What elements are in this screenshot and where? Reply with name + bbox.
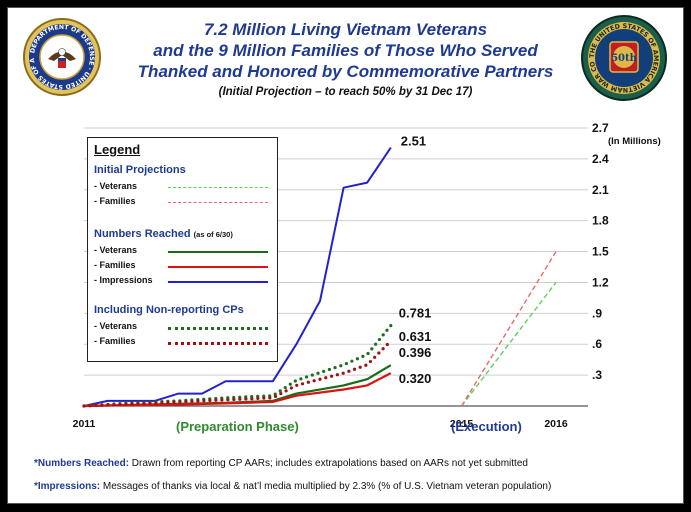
legend-veterans-label: - Veterans [94, 245, 138, 255]
legend-impressions-swatch [168, 281, 268, 283]
subtitle: (Initial Projection – to reach 50% by 31… [218, 86, 473, 98]
legend-proj-families-label: - Families [94, 196, 136, 206]
footnote-2-key: *Impressions: [34, 481, 101, 492]
y-tick-label: 1.2 [592, 275, 609, 289]
x-tick-label: 2016 [544, 418, 568, 430]
footnote-1-key: *Numbers Reached: [34, 458, 130, 469]
series-line-families [83, 372, 392, 408]
footnote-1-text: Drawn from reporting CP AARs; includes e… [129, 458, 528, 469]
end-label-nonrep-veterans: 0.781 [399, 306, 432, 321]
series-line-nonrep-families [82, 339, 393, 408]
legend-veterans-swatch [168, 251, 268, 253]
legend-proj-veterans-swatch [168, 187, 268, 188]
y-unit-label: (In Millions) [608, 136, 661, 147]
legend-group-reached-label: Numbers Reached [94, 228, 191, 240]
title-line-1: 7.2 Million Living Vietnam Veterans [203, 20, 488, 39]
legend: Legend Initial Projections - Veterans - … [87, 137, 278, 362]
y-tick-label: 1.5 [592, 245, 609, 259]
legend-group-nonreporting: Including Non-reporting CPs [94, 304, 244, 316]
legend-families-swatch [168, 266, 268, 268]
title-line-2: and the 9 Million Families of Those Who … [153, 41, 538, 60]
commemoration-seal-icon: THE UNITED STATES OF AMERICA VIETNAM WAR… [580, 12, 667, 101]
footnote-numbers-reached: *Numbers Reached: Drawn from reporting C… [34, 458, 528, 469]
x-tick-label: 2011 [73, 418, 96, 430]
y-tick-label: .6 [592, 337, 602, 351]
x-tick-label: 2015 [450, 418, 474, 430]
legend-title: Legend [94, 142, 141, 157]
legend-group-reached-note: (as of 6/30) [193, 230, 233, 239]
series-line-veterans [83, 364, 392, 408]
y-tick-label: 2.1 [592, 183, 609, 197]
legend-nonrep-veterans-label: - Veterans [94, 321, 138, 331]
end-label-veterans: 0.396 [399, 345, 432, 360]
legend-proj-veterans-label: - Veterans [94, 181, 138, 191]
end-labels: 2.51 0.396 0.320 0.781 0.631 [399, 134, 432, 386]
dod-seal-icon: DEPARTMENT OF DEFENSE · UNITED STATES OF… [22, 14, 101, 96]
phase-execution-label: (Execution) [451, 419, 522, 434]
footnote-2-text: Messages of thanks via local & nat’l med… [100, 481, 552, 492]
title-line-3: Thanked and Honored by Commemorative Par… [137, 62, 554, 81]
y-tick-label: 2.7 [592, 121, 609, 135]
legend-nonrep-families-swatch [168, 342, 268, 345]
legend-nonrep-families-label: - Families [94, 336, 136, 346]
legend-impressions-label: - Impressions [94, 275, 153, 285]
series-group [82, 147, 557, 408]
legend-group-reached: Numbers Reached (as of 6/30) [94, 228, 233, 240]
y-tick-label: .9 [592, 306, 602, 320]
footnote-impressions: *Impressions: Messages of thanks via loc… [34, 481, 551, 492]
legend-proj-families-swatch [168, 202, 268, 203]
tick-labels: .3 .6 .9 1.2 1.5 1.8 2.1 2.4 2.7 2011 2015 2016 [73, 121, 609, 430]
legend-group-initial: Initial Projections [94, 164, 186, 176]
commemoration-seal-center: 50th [611, 53, 638, 64]
y-tick-label: 2.4 [592, 152, 609, 166]
end-label-families: 0.320 [399, 371, 432, 386]
series-line-impressions [83, 147, 392, 407]
series-line-proj-veterans [461, 281, 557, 407]
legend-nonrep-veterans-swatch [168, 327, 268, 330]
y-tick-label: .3 [592, 368, 602, 382]
series-line-proj-families [461, 251, 557, 407]
phase-preparation-label: (Preparation Phase) [176, 419, 299, 434]
legend-families-label: - Families [94, 260, 136, 270]
end-label-impressions: 2.51 [401, 134, 426, 149]
y-tick-label: 1.8 [592, 214, 609, 228]
end-label-nonrep-families: 0.631 [399, 329, 432, 344]
